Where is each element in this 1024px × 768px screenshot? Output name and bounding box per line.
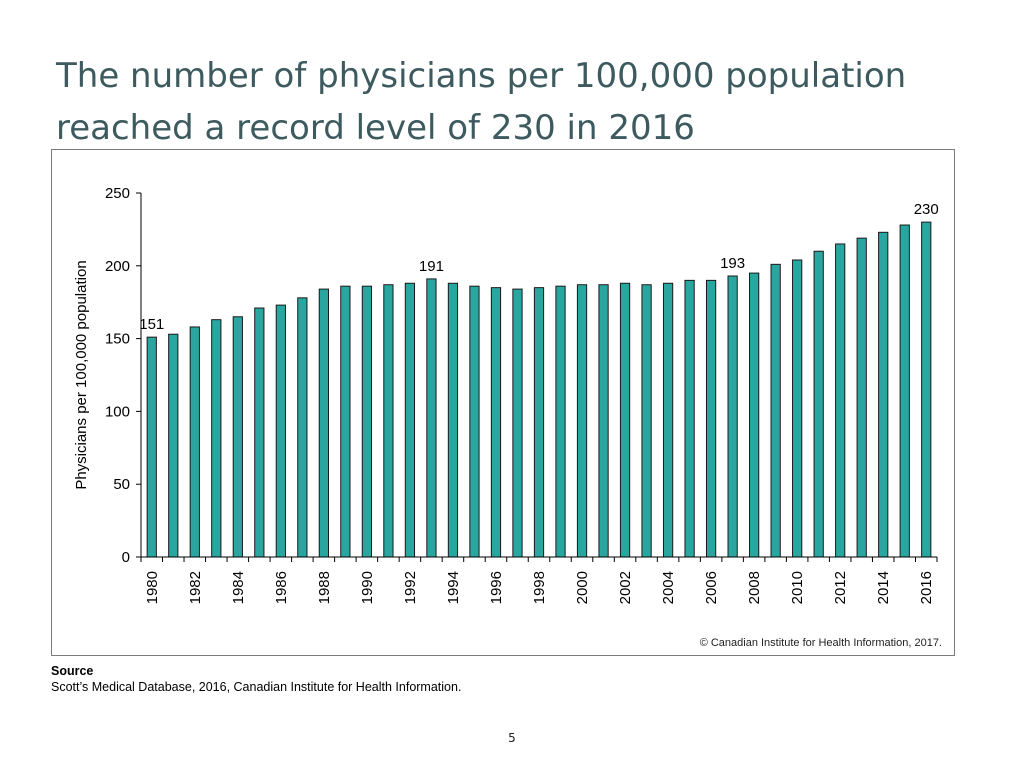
x-tick-label-1982: 1982	[187, 571, 204, 604]
bar-1989	[340, 285, 351, 558]
bar-1982	[189, 326, 200, 558]
bar-1991	[383, 284, 394, 558]
y-tick-label-150: 150	[105, 331, 130, 348]
bar-1994	[447, 282, 459, 558]
bar-2006	[705, 279, 717, 558]
bar-1995	[469, 285, 480, 558]
title-line-2: reached a record level of 230 in 2016	[56, 108, 695, 148]
x-tick-label-1998: 1998	[531, 571, 548, 604]
bar-1984	[232, 316, 243, 558]
x-tick-label-2014: 2014	[875, 571, 892, 604]
bar-2009	[770, 263, 781, 558]
source-heading: Source	[51, 664, 94, 678]
bar-2003	[641, 284, 652, 558]
data-label-1980: 151	[139, 316, 164, 333]
y-tick-label-200: 200	[105, 258, 130, 275]
x-tick-label-1990: 1990	[359, 571, 376, 604]
bar-1996	[490, 287, 502, 558]
bar-2014	[878, 231, 889, 558]
bar-2012	[835, 243, 846, 558]
x-tick-label-2012: 2012	[832, 571, 849, 604]
bar-1980	[146, 336, 157, 558]
x-tick-label-1992: 1992	[402, 571, 419, 604]
x-tick-label-2008: 2008	[746, 571, 763, 604]
x-tick-label-1994: 1994	[445, 571, 462, 604]
chart-frame: 0 50 100 150 200 250 1980 1982 1984 1986 1988 1990 1…	[51, 149, 955, 656]
bar-1988	[318, 288, 329, 558]
x-tick-label-1996: 1996	[488, 571, 505, 604]
y-axis-title: Physicians per 100,000 population	[73, 260, 90, 489]
bar-chart: 0 50 100 150 200 250 1980 1982 1984 1986 1988 1990 1…	[73, 185, 939, 604]
bar-2008	[749, 272, 760, 558]
bar-1999	[555, 285, 566, 558]
bar-1983	[211, 319, 222, 558]
bar-1997	[512, 288, 523, 558]
bar-1998	[533, 287, 545, 558]
source-block: Source Scott’s Medical Database, 2016, C…	[51, 664, 461, 695]
bar-1993	[426, 278, 437, 558]
source-text: Scott’s Medical Database, 2016, Canadian…	[51, 680, 462, 694]
y-tick-label-0: 0	[122, 549, 130, 566]
y-tick-label-250: 250	[105, 185, 130, 202]
bar-1987	[297, 297, 308, 558]
page-title: The number of physicians per 100,000 pop…	[56, 50, 986, 154]
bar-2011	[813, 250, 824, 558]
bar-1986	[275, 304, 286, 558]
y-tick-label-100: 100	[105, 403, 130, 420]
x-tick-label-2006: 2006	[703, 571, 720, 604]
bar-2010	[792, 259, 803, 558]
y-tick-label-50: 50	[113, 476, 130, 493]
bar-2001	[598, 284, 609, 558]
x-tick-label-2004: 2004	[660, 571, 677, 604]
x-tick-label-2000: 2000	[574, 571, 591, 604]
bar-1985	[254, 307, 265, 558]
x-tick-label-2016: 2016	[918, 571, 935, 604]
bar-1981	[168, 333, 179, 558]
page-number: 5	[508, 731, 516, 745]
bar-2005	[684, 279, 695, 558]
bar-2015	[899, 224, 910, 558]
data-label-2016: 230	[914, 201, 939, 218]
x-tick-label-1984: 1984	[230, 571, 247, 604]
x-tick-label-2010: 2010	[789, 571, 806, 604]
bar-2016	[921, 221, 932, 558]
x-tick-label-2002: 2002	[617, 571, 634, 604]
x-tick-label-1986: 1986	[273, 571, 290, 604]
bar-2002	[619, 282, 631, 558]
bar-1990	[361, 285, 373, 558]
bar-2013	[856, 237, 867, 558]
x-tick-label-1980: 1980	[144, 571, 161, 604]
bar-2000	[576, 284, 588, 558]
data-label-1993: 191	[419, 258, 444, 275]
title-line-1: The number of physicians per 100,000 pop…	[56, 56, 907, 96]
data-label-2007: 193	[720, 255, 745, 272]
bar-2007	[727, 275, 738, 558]
bar-1992	[404, 282, 416, 558]
x-tick-label-1988: 1988	[316, 571, 333, 604]
bar-2004	[662, 282, 674, 558]
copyright-notice: © Canadian Institute for Health Informat…	[699, 637, 942, 649]
